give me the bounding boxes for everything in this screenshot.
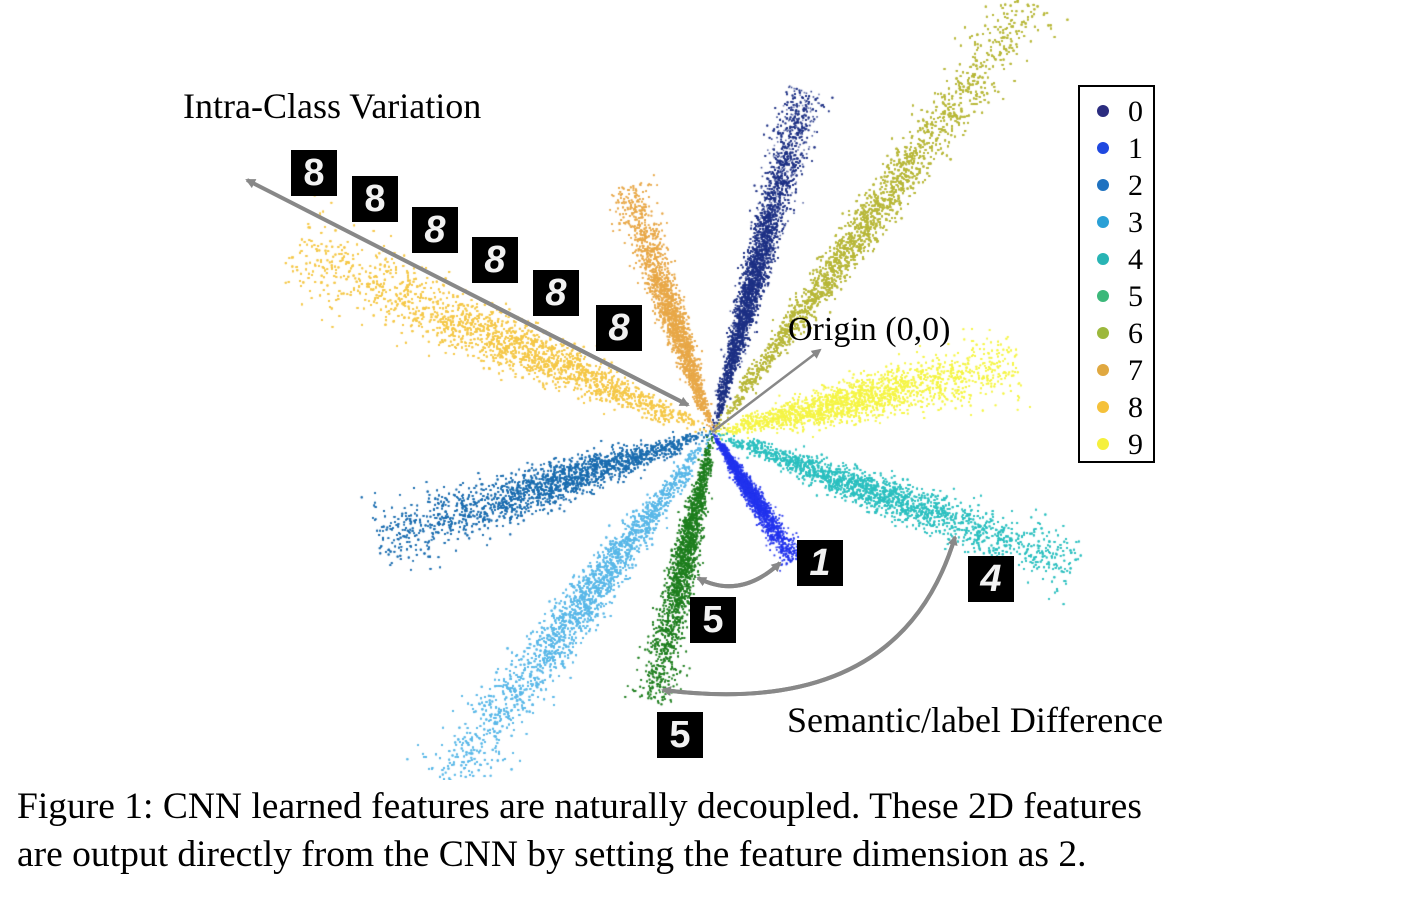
figure-caption: Figure 1: CNN learned features are natur… xyxy=(17,783,1412,879)
legend-marker xyxy=(1097,327,1109,339)
legend-label: 6 xyxy=(1128,317,1143,350)
legend-item-5: 5 xyxy=(1080,278,1153,315)
digit-tile-4: 4 xyxy=(968,556,1014,602)
legend-marker xyxy=(1097,290,1109,302)
legend-item-3: 3 xyxy=(1080,204,1153,241)
caption-line-1: Figure 1: CNN learned features are natur… xyxy=(17,786,1142,827)
legend-marker xyxy=(1097,179,1109,191)
digit-tile-1: 1 xyxy=(797,540,843,586)
legend-marker xyxy=(1097,253,1109,265)
legend-label: 9 xyxy=(1128,428,1143,461)
legend-label: 2 xyxy=(1128,169,1143,202)
semantic-large-arrow-back xyxy=(661,536,957,697)
legend-item-1: 1 xyxy=(1080,130,1153,167)
origin-label: Origin (0,0) xyxy=(788,311,951,348)
legend-label: 8 xyxy=(1128,391,1143,424)
legend-item-9: 9 xyxy=(1080,426,1153,463)
semantic-small-arrow-back xyxy=(696,561,782,589)
legend-marker xyxy=(1097,364,1109,376)
digit-tile-8f: 8 xyxy=(596,305,642,351)
legend-marker xyxy=(1097,216,1109,228)
origin-arrow xyxy=(711,348,822,433)
digit-tile-8d: 8 xyxy=(472,237,518,283)
legend-label: 4 xyxy=(1128,243,1143,276)
legend-item-7: 7 xyxy=(1080,352,1153,389)
digit-tile-5b: 5 xyxy=(657,712,703,758)
digit-tile-8a: 8 xyxy=(291,150,337,196)
feature-scatter-canvas xyxy=(0,0,1418,780)
legend-marker xyxy=(1097,438,1109,450)
semantic-difference-label: Semantic/label Difference xyxy=(787,700,1164,740)
intra-class-arrow-head-bottom xyxy=(479,297,690,407)
feature-scatter-figure: Intra-Class Variation Origin (0,0) Seman… xyxy=(0,0,1418,780)
legend: 0 1 2 3 4 5 6 7 8 9 xyxy=(1078,85,1155,463)
legend-label: 5 xyxy=(1128,280,1143,313)
intra-class-variation-label: Intra-Class Variation xyxy=(183,86,482,126)
digit-tile-8e: 8 xyxy=(533,270,579,316)
legend-item-6: 6 xyxy=(1080,315,1153,352)
caption-line-2: are output directly from the CNN by sett… xyxy=(17,834,1087,875)
legend-item-0: 0 xyxy=(1080,93,1153,130)
legend-label: 3 xyxy=(1128,206,1143,239)
digit-tile-5a: 5 xyxy=(690,597,736,643)
legend-marker xyxy=(1097,401,1109,413)
legend-label: 1 xyxy=(1128,132,1143,165)
legend-item-8: 8 xyxy=(1080,389,1153,426)
legend-item-4: 4 xyxy=(1080,241,1153,278)
digit-tile-8c: 8 xyxy=(412,207,458,253)
legend-marker xyxy=(1097,142,1109,154)
legend-label: 0 xyxy=(1128,95,1143,128)
legend-label: 7 xyxy=(1128,354,1143,387)
legend-marker xyxy=(1097,105,1109,117)
legend-item-2: 2 xyxy=(1080,167,1153,204)
annotation-arrows xyxy=(245,178,958,697)
digit-tile-8b: 8 xyxy=(352,176,398,222)
